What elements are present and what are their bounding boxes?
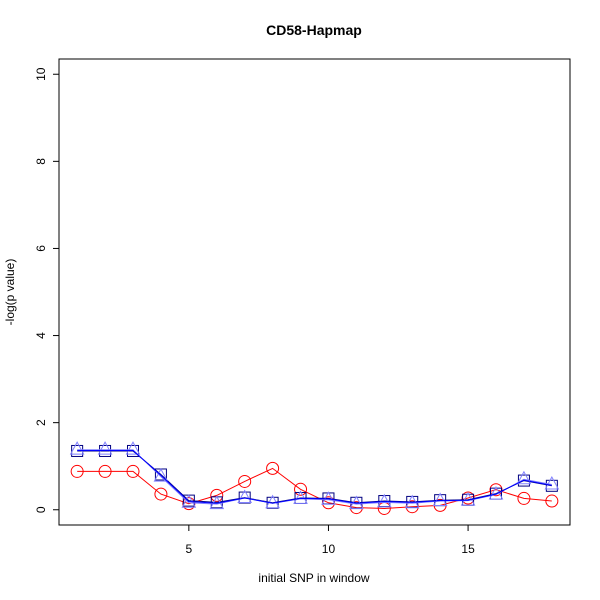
series-0-point-5 [210,488,224,502]
y-tick-label-3: 6 [34,245,48,252]
series-2-point-11 [376,493,392,508]
series-1-line [77,450,552,504]
series-0-point-2 [126,464,140,478]
x-tick-label-1: 10 [322,542,336,556]
series-2-point-1 [97,441,113,455]
series-0-point-3 [154,487,168,501]
series-0-point-1 [98,464,112,478]
series-0 [70,461,559,515]
x-tick-label-0: 5 [186,542,193,556]
y-tick-label-4: 8 [34,158,48,165]
chart-title: CD58-Hapmap [266,22,362,38]
series-0-point-6 [238,474,252,488]
y-axis-label: -log(p value) [3,259,17,326]
series-2-point-9 [321,491,336,505]
series-2-point-17 [544,475,560,490]
y-tick-label-0: 0 [34,506,48,513]
x-axis: 5 10 15 [186,525,475,556]
y-tick-label-5: 10 [34,67,48,81]
plot-frame [58,58,571,526]
series-2-point-0 [69,441,85,455]
series-0-point-16 [517,491,531,505]
series-2-point-8 [293,490,308,504]
series-1-point-17 [545,479,558,492]
series-0-point-17 [545,494,559,508]
series-3 [77,450,552,504]
series-0-point-0 [70,464,84,478]
series-2-point-3 [153,468,169,482]
series-3-line [77,450,552,504]
series-2-point-13 [432,492,448,507]
series-2-point-6 [237,489,253,503]
series-1-point-6 [238,491,251,504]
series-2-point-7 [265,494,280,509]
x-tick-label-2: 15 [461,542,475,556]
y-tick-label-1: 2 [34,419,48,426]
series-layer [69,441,560,515]
series-0-point-7 [266,461,280,475]
series-2-point-2 [125,441,141,455]
y-tick-label-2: 4 [34,332,48,339]
x-axis-label: initial SNP in window [258,571,369,585]
series-0-point-8 [294,482,308,496]
series-2-point-16 [516,470,532,485]
y-axis: 0 2 4 6 8 10 [34,67,59,513]
series-0-line [77,467,552,510]
